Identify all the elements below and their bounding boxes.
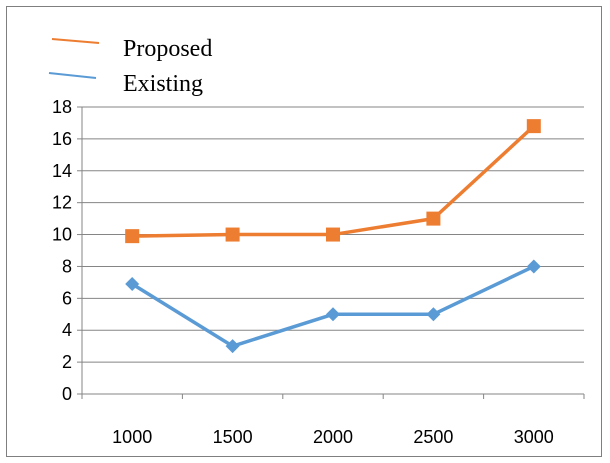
chart-frame — [6, 6, 602, 457]
y-tick-label: 10 — [52, 225, 72, 245]
legend-swatch-existing — [48, 72, 97, 79]
y-tick-label: 18 — [52, 97, 72, 117]
legend-swatch-proposed — [51, 38, 100, 44]
data-point-existing — [326, 307, 340, 322]
data-point-proposed — [225, 227, 240, 242]
series-line-proposed — [130, 124, 536, 238]
y-tick-label: 2 — [62, 352, 72, 372]
legend: Proposed Existing — [48, 36, 212, 97]
y-tick-label: 12 — [52, 193, 72, 213]
legend-label-proposed: Proposed — [123, 36, 212, 62]
y-tick-label: 8 — [62, 256, 72, 276]
data-point-proposed — [125, 229, 140, 244]
x-tick-label: 1000 — [112, 427, 152, 447]
data-point-proposed — [326, 227, 340, 242]
x-tick-label: 3000 — [514, 427, 554, 447]
y-axis: 0 2 4 6 8 10 12 14 16 18 — [52, 97, 83, 404]
series-proposed — [125, 119, 541, 244]
series-existing — [125, 259, 541, 354]
y-tick-label: 16 — [52, 129, 72, 149]
legend-label-existing: Existing — [123, 71, 203, 97]
x-axis: 1000 1500 2000 2500 3000 — [81, 393, 585, 447]
series-line-existing — [130, 264, 536, 348]
y-tick-label: 14 — [52, 161, 72, 181]
x-tick-label: 2000 — [313, 427, 353, 447]
y-tick-label: 6 — [62, 288, 72, 308]
data-point-existing — [125, 276, 140, 291]
y-tick-label: 0 — [62, 384, 72, 404]
y-tick-label: 4 — [62, 320, 72, 340]
gridlines — [82, 106, 584, 363]
data-point-proposed — [526, 119, 541, 134]
x-tick-label: 2500 — [413, 427, 453, 447]
data-point-existing — [225, 339, 240, 354]
data-point-existing — [526, 259, 541, 274]
data-point-existing — [426, 307, 441, 322]
x-tick-label: 1500 — [213, 427, 253, 447]
data-point-proposed — [426, 211, 441, 226]
series-layer — [125, 119, 541, 354]
